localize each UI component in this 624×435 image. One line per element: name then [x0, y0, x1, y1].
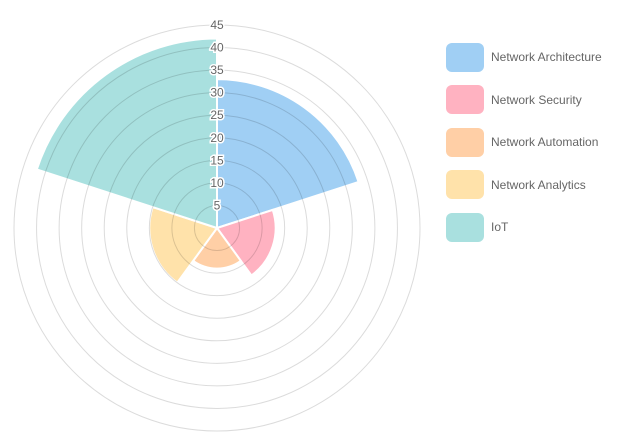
legend-label: Network Architecture: [491, 50, 602, 64]
polar-wedge-network-architecture[interactable]: [216, 78, 360, 230]
legend-swatch: [446, 127, 484, 157]
polar-wedge-iot[interactable]: [35, 37, 218, 230]
r-tick-label: 5: [214, 198, 221, 212]
legend-item[interactable]: IoT: [446, 212, 616, 242]
r-tick-label: 45: [210, 18, 224, 32]
r-tick-label: 30: [210, 86, 224, 100]
grid-ring: [36, 47, 398, 409]
grid-rings: [13, 24, 421, 432]
grid-ring: [81, 92, 353, 364]
legend: Network Architecture Network Security Ne…: [446, 42, 616, 255]
grid-ring: [126, 137, 308, 319]
polar-wedge-network-automation[interactable]: [191, 226, 243, 270]
legend-label: IoT: [491, 220, 509, 234]
legend-item[interactable]: Network Analytics: [446, 170, 616, 200]
wedges-group: [35, 37, 360, 285]
legend-swatch: [446, 42, 484, 72]
r-tick-label: 20: [210, 131, 224, 145]
tick-labels: 5 10 15 20 25 30 35 40 45: [209, 17, 226, 214]
r-tick-label: 15: [210, 153, 224, 167]
r-tick-label: 35: [210, 63, 224, 77]
grid-ring: [148, 159, 286, 297]
grid-ring: [103, 114, 331, 342]
r-tick-label: 40: [210, 41, 224, 55]
legend-item[interactable]: Network Architecture: [446, 42, 616, 72]
legend-swatch: [446, 212, 484, 242]
grid-ring: [58, 69, 376, 387]
legend-label: Network Analytics: [491, 177, 586, 192]
polar-wedge-network-security[interactable]: [215, 208, 277, 277]
legend-label: Network Automation: [491, 135, 599, 149]
r-tick-label: 10: [210, 176, 224, 190]
legend-swatch: [446, 85, 484, 114]
grid-ring: [193, 204, 241, 252]
r-tick-label: 25: [210, 108, 224, 122]
grid-ring: [13, 24, 421, 432]
legend-swatch: [446, 170, 484, 199]
grid-ring: [171, 182, 263, 274]
legend-item[interactable]: Network Security: [446, 85, 616, 115]
legend-item[interactable]: Network Automation: [446, 127, 616, 157]
legend-label: Network Security: [491, 92, 582, 107]
polar-wedge-network-analytics[interactable]: [148, 205, 219, 285]
